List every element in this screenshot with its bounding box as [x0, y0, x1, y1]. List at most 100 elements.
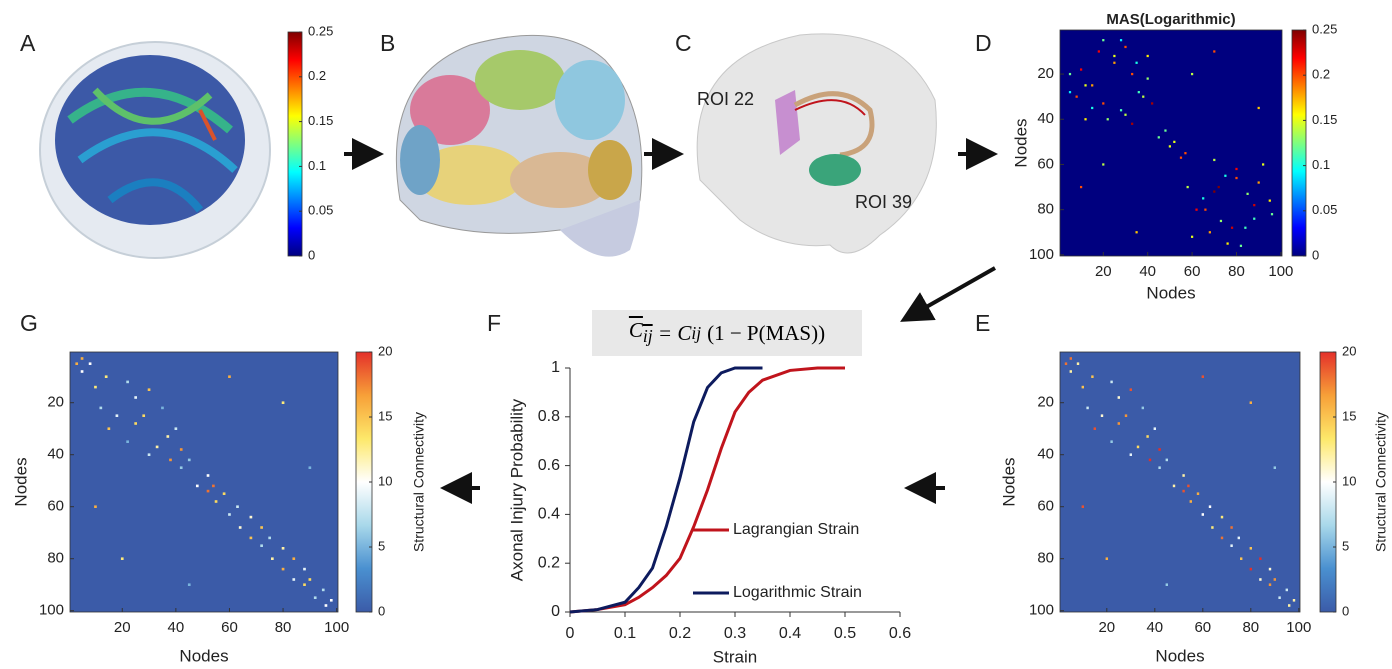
heatmap-cell [236, 505, 239, 508]
x-tick-label: 60 [1184, 263, 1201, 280]
heatmap-cell [1257, 106, 1260, 110]
heatmap-cell [1190, 235, 1194, 238]
heatmap-cell [1136, 445, 1140, 449]
heatmap-cell [249, 536, 253, 540]
y-tick-label: 0.4 [538, 506, 560, 523]
heatmap-cell [1117, 422, 1120, 425]
heatmap-cell [1187, 484, 1190, 488]
colorbar-tick-label: 0.25 [308, 23, 333, 38]
subscript: ij [642, 326, 653, 347]
heatmap-background [1060, 352, 1300, 612]
heatmap-cell [1239, 244, 1243, 247]
heatmap-cell [1184, 152, 1187, 155]
panel-label: B [380, 30, 395, 56]
heatmap-cell [1158, 466, 1161, 469]
heatmap-cell [1270, 213, 1274, 216]
heatmap-cell [281, 401, 285, 404]
heatmap-cell [303, 583, 306, 586]
x-tick-label: 40 [1146, 619, 1163, 636]
x-tick-label: 40 [1139, 263, 1156, 280]
heatmap-cell [1142, 95, 1145, 98]
heatmap-cell [1097, 50, 1100, 53]
heatmap-cell [222, 492, 226, 495]
heatmap-cell [1102, 163, 1105, 166]
heatmap-cell [1119, 109, 1123, 112]
heatmap-cell [1110, 380, 1113, 384]
heatmap-cell [155, 445, 159, 449]
heatmap-cell [1124, 45, 1127, 49]
heatmap-cell [1230, 544, 1233, 547]
heatmap-cell [1213, 190, 1216, 193]
colorbar-tick-label: 10 [378, 473, 392, 488]
x-tick-label: 0.1 [614, 625, 636, 642]
y-axis-label: Nodes [11, 457, 30, 506]
heatmap-cell [1093, 427, 1096, 430]
heatmap-cell [271, 557, 274, 560]
heatmap-cell [1208, 231, 1211, 234]
heatmap-cell [1230, 526, 1233, 529]
heatmap-cell [228, 375, 231, 378]
heatmap-cell [1079, 68, 1083, 71]
heatmap-cell [1253, 217, 1256, 220]
heatmap-cell [1117, 396, 1120, 399]
heatmap-cell [1179, 156, 1183, 159]
arrows [344, 138, 998, 504]
heatmap-cell [1249, 567, 1252, 571]
heatmap-background [70, 352, 338, 612]
heatmap-cell [1202, 197, 1205, 200]
heatmap-cell [1224, 174, 1227, 177]
colorbar-tick-label: 0.25 [1312, 21, 1337, 36]
heatmap-cell [134, 396, 137, 399]
x-tick-label: 0 [566, 625, 575, 642]
heatmap-cell [1091, 84, 1094, 87]
legend-label: Logarithmic Strain [733, 584, 862, 601]
heatmap-cell [228, 513, 231, 516]
heatmap-cell [214, 500, 218, 503]
x-tick-label: 0.2 [669, 625, 691, 642]
heatmap-cell [1249, 401, 1252, 404]
x-axis-label: Nodes [1155, 646, 1204, 665]
x-tick-label: 100 [324, 619, 349, 636]
heatmap-cell [303, 567, 306, 571]
x-tick-label: 0.3 [724, 625, 746, 642]
x-tick-label: 80 [1228, 263, 1245, 280]
heatmap-cell [174, 427, 178, 430]
heatmap-cell [206, 489, 210, 493]
y-tick-label: 40 [1037, 446, 1054, 463]
heatmap-cell [99, 406, 103, 410]
heatmap-cell [212, 484, 215, 488]
heatmap-cell [1268, 567, 1272, 571]
colorbar-tick-label: 10 [1342, 473, 1356, 488]
panel-label: G [20, 310, 38, 336]
heatmap-cell [1186, 185, 1189, 189]
heatmap-cell [1124, 414, 1128, 417]
heatmap-cell [1069, 370, 1072, 373]
x-tick-label: 80 [275, 619, 292, 636]
heatmap-cell [1273, 578, 1276, 581]
x-tick-label: 60 [221, 619, 238, 636]
heatmap-cell [1106, 118, 1109, 121]
heatmap-cell [1189, 500, 1192, 503]
heatmap-cell [1146, 435, 1149, 438]
panel-label: D [975, 30, 992, 56]
heatmap-cell [281, 567, 285, 571]
y-tick-label: 0.2 [538, 554, 560, 571]
heatmap-cell [321, 588, 325, 592]
colorbar-label: Structural Connectivity [1373, 412, 1389, 552]
heatmap-cell [126, 440, 129, 443]
heatmap-cell [147, 453, 151, 456]
heatmap-cell [94, 385, 97, 389]
heatmap-cell [1124, 113, 1127, 116]
y-tick-label: 20 [47, 394, 64, 411]
heatmap-cell [313, 596, 317, 599]
heatmap-cell [115, 414, 119, 417]
heatmap-cell [75, 362, 79, 365]
x-tick-label: 0.4 [779, 625, 801, 642]
heatmap-cell [1146, 77, 1149, 80]
x-tick-label: 0.5 [834, 625, 856, 642]
colorbar-tick-label: 5 [1342, 538, 1349, 553]
heatmap-cell [1182, 489, 1185, 493]
heatmap-cell [1113, 54, 1116, 58]
heatmap-cell [260, 544, 263, 547]
x-tick-label: 100 [1286, 619, 1311, 636]
